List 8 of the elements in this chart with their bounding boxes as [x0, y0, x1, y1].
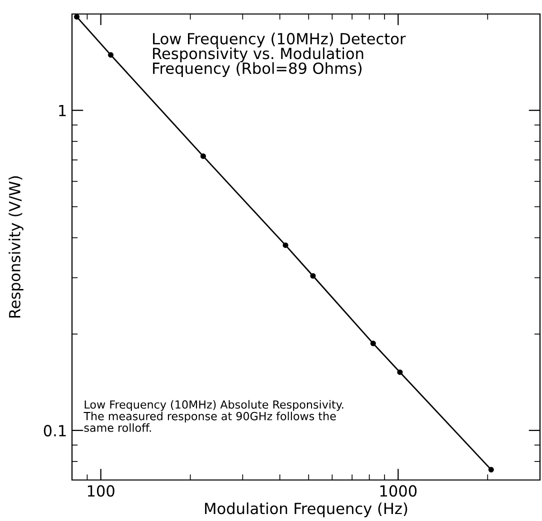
x-axis-title: Modulation Frequency (Hz) [205, 502, 408, 518]
y-axis-title: Responsivity (V/W) [8, 176, 24, 318]
y-tick-label: 1 [59, 105, 66, 116]
y-tick-label: 0.1 [44, 424, 66, 436]
annotation: Low Frequency (10MHz) Absolute Responsivity. The measured response at 90GHz follows the same rolloff. [84, 400, 344, 432]
text: Low Frequency (10MHz) Detector Responsivity vs. Modulation Frequency (Rbol=89 Ohms) [153, 32, 406, 77]
x-tick-label: 1000 [380, 485, 417, 497]
x-tick-label: 100 [88, 485, 114, 497]
